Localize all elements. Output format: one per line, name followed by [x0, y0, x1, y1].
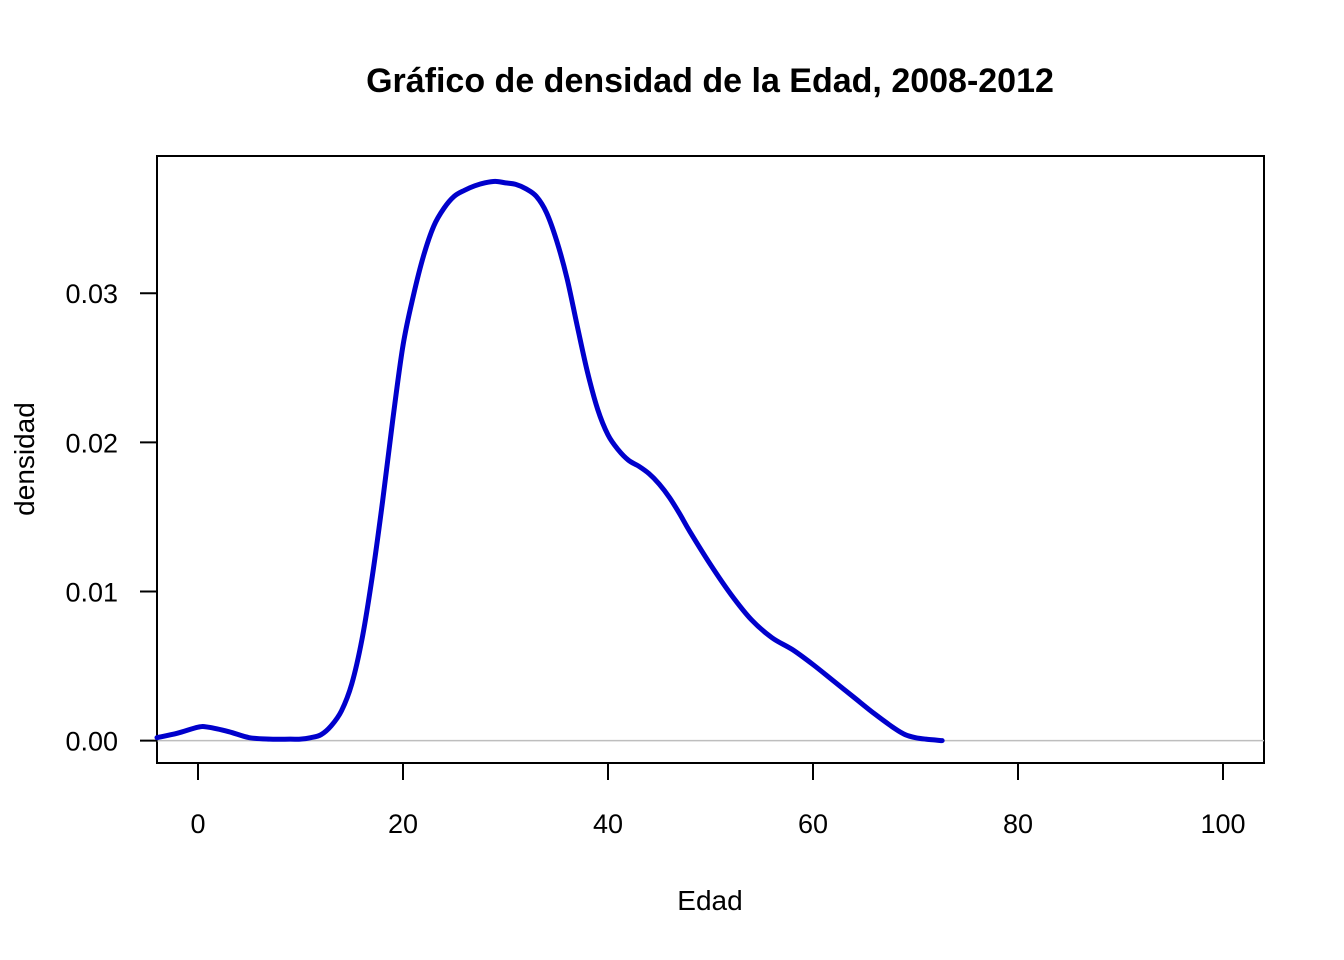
y-tick-label: 0.01 [65, 577, 118, 607]
x-tick-label: 80 [1003, 809, 1033, 839]
y-tick-label: 0.00 [65, 727, 118, 757]
y-tick-label: 0.02 [65, 428, 118, 458]
x-axis-label: Edad [677, 885, 742, 916]
x-tick-label: 40 [593, 809, 623, 839]
x-tick-label: 60 [798, 809, 828, 839]
y-tick-label: 0.03 [65, 279, 118, 309]
x-tick-label: 0 [190, 809, 205, 839]
density-curve [154, 178, 945, 744]
x-tick-label: 20 [388, 809, 418, 839]
plot-area-frame [156, 155, 1265, 764]
y-axis: 0.00 0.01 0.02 0.03 [65, 279, 158, 757]
x-axis: 0 20 40 60 80 100 [190, 762, 1246, 839]
y-axis-label: densidad [9, 402, 40, 516]
chart-title: Gráfico de densidad de la Edad, 2008-201… [366, 62, 1054, 100]
x-tick-label: 100 [1200, 809, 1245, 839]
